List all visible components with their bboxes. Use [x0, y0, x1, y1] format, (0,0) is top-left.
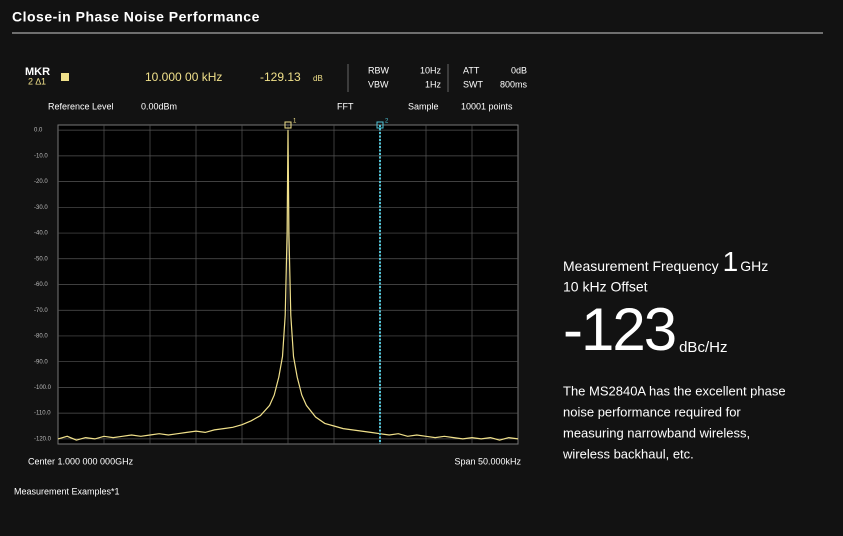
- offset: 10 kHz Offset: [563, 279, 648, 295]
- y-tick-label: -120.0: [34, 436, 52, 442]
- freq-label-text: Measurement Frequency: [563, 258, 719, 274]
- y-tick-label: -30.0: [34, 205, 48, 211]
- swt: 800ms: [500, 79, 528, 89]
- vbw-label: VBW: [368, 79, 389, 89]
- y-tick-label: -50.0: [34, 256, 48, 262]
- mode: FFT: [337, 101, 354, 111]
- noise-unit: dBc/Hz: [679, 339, 727, 356]
- y-tick-label: -60.0: [34, 282, 48, 288]
- y-tick-label: -40.0: [34, 231, 48, 237]
- mkr-freq: 10.000 00 kHz: [145, 70, 222, 84]
- y-tick-label: -110.0: [34, 411, 51, 417]
- mkr: MKR: [25, 66, 50, 78]
- footer-note: Measurement Examples*1: [14, 486, 120, 496]
- mkr-icon: [61, 73, 69, 81]
- points: 10001 points: [461, 101, 513, 111]
- marker-label: 1: [293, 119, 297, 125]
- marker-box: [376, 121, 384, 129]
- ref: 0.00dBm: [141, 101, 177, 111]
- y-tick-label: -80.0: [34, 334, 48, 340]
- swt-label: SWT: [463, 79, 483, 89]
- description-line: wireless backhaul, etc.: [562, 446, 694, 461]
- mkr-unit: dB: [313, 74, 323, 83]
- span: Span 50.000kHz: [454, 456, 521, 466]
- marker-box: [284, 121, 292, 129]
- y-tick-label: -10.0: [34, 153, 48, 159]
- y-tick-label: -70.0: [34, 308, 48, 314]
- ref-label: Reference Level: [48, 101, 114, 111]
- rbw-label: RBW: [368, 65, 390, 75]
- freq-label: Measurement Frequency 1 GHz: [563, 246, 768, 277]
- marker-label: 2: [385, 119, 389, 125]
- noise-value-text: -123: [563, 296, 675, 363]
- description: The MS2840A has the excellent phase noise…: [562, 383, 786, 461]
- trace: [57, 130, 519, 441]
- y-tick-label: -90.0: [34, 359, 48, 365]
- detector: Sample: [408, 101, 439, 111]
- mkr-level: -129.13: [260, 70, 301, 84]
- freq-unit: GHz: [740, 258, 768, 274]
- mkr-id: 2 ∆1: [28, 76, 46, 86]
- description-line: measuring narrowband wireless,: [563, 425, 750, 440]
- y-tick-label: -100.0: [34, 385, 52, 391]
- description-line: The MS2840A has the excellent phase: [563, 383, 786, 398]
- att-label: ATT: [463, 65, 480, 75]
- y-tick-label: 0.0: [34, 128, 43, 134]
- center: Center 1.000 000 000GHz: [28, 456, 134, 466]
- att: 0dB: [511, 65, 527, 75]
- vbw: 1Hz: [425, 79, 442, 89]
- noise-value: -123 dBc/Hz: [563, 296, 727, 363]
- rbw: 10Hz: [420, 65, 442, 75]
- y-tick-label: -20.0: [34, 179, 48, 185]
- page-title: Close-in Phase Noise Performance: [12, 9, 260, 25]
- description-line: noise performance required for: [563, 404, 741, 419]
- freq-value: 1: [723, 246, 739, 277]
